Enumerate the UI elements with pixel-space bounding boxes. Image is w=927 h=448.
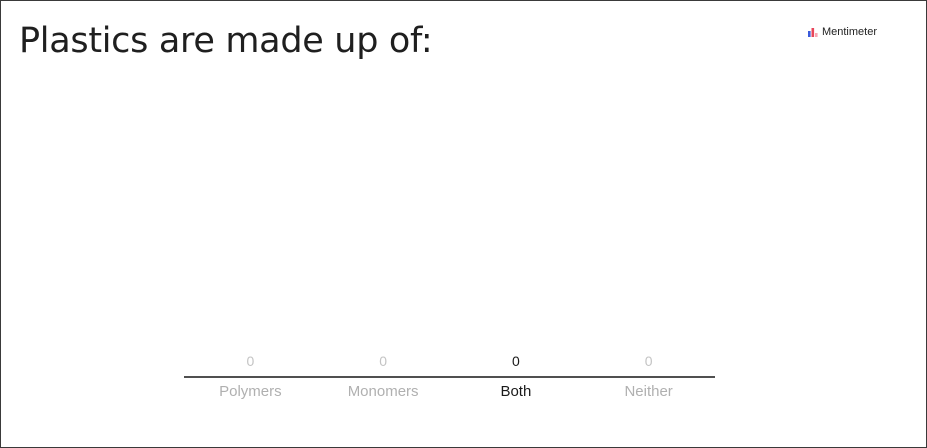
brand-name: Mentimeter xyxy=(821,26,877,38)
category-label: Polymers xyxy=(219,383,282,400)
slide-title: Plastics are made up of: xyxy=(19,21,433,61)
category-label: Both xyxy=(500,383,532,400)
bar-chart-logo-icon xyxy=(807,27,818,37)
category-label: Neither xyxy=(624,383,673,400)
category-label: Monomers xyxy=(347,383,419,400)
mentimeter-brand: Mentimeter xyxy=(807,26,877,38)
bar-value-label: 0 xyxy=(511,353,520,369)
bar-value-label: 0 xyxy=(379,353,388,369)
bar-value-label: 0 xyxy=(246,353,255,369)
chart-baseline xyxy=(184,376,715,378)
bar-value-label: 0 xyxy=(644,353,653,369)
results-bar-chart: 0 Polymers 0 Monomers 0 Both 0 Neither xyxy=(184,351,715,411)
